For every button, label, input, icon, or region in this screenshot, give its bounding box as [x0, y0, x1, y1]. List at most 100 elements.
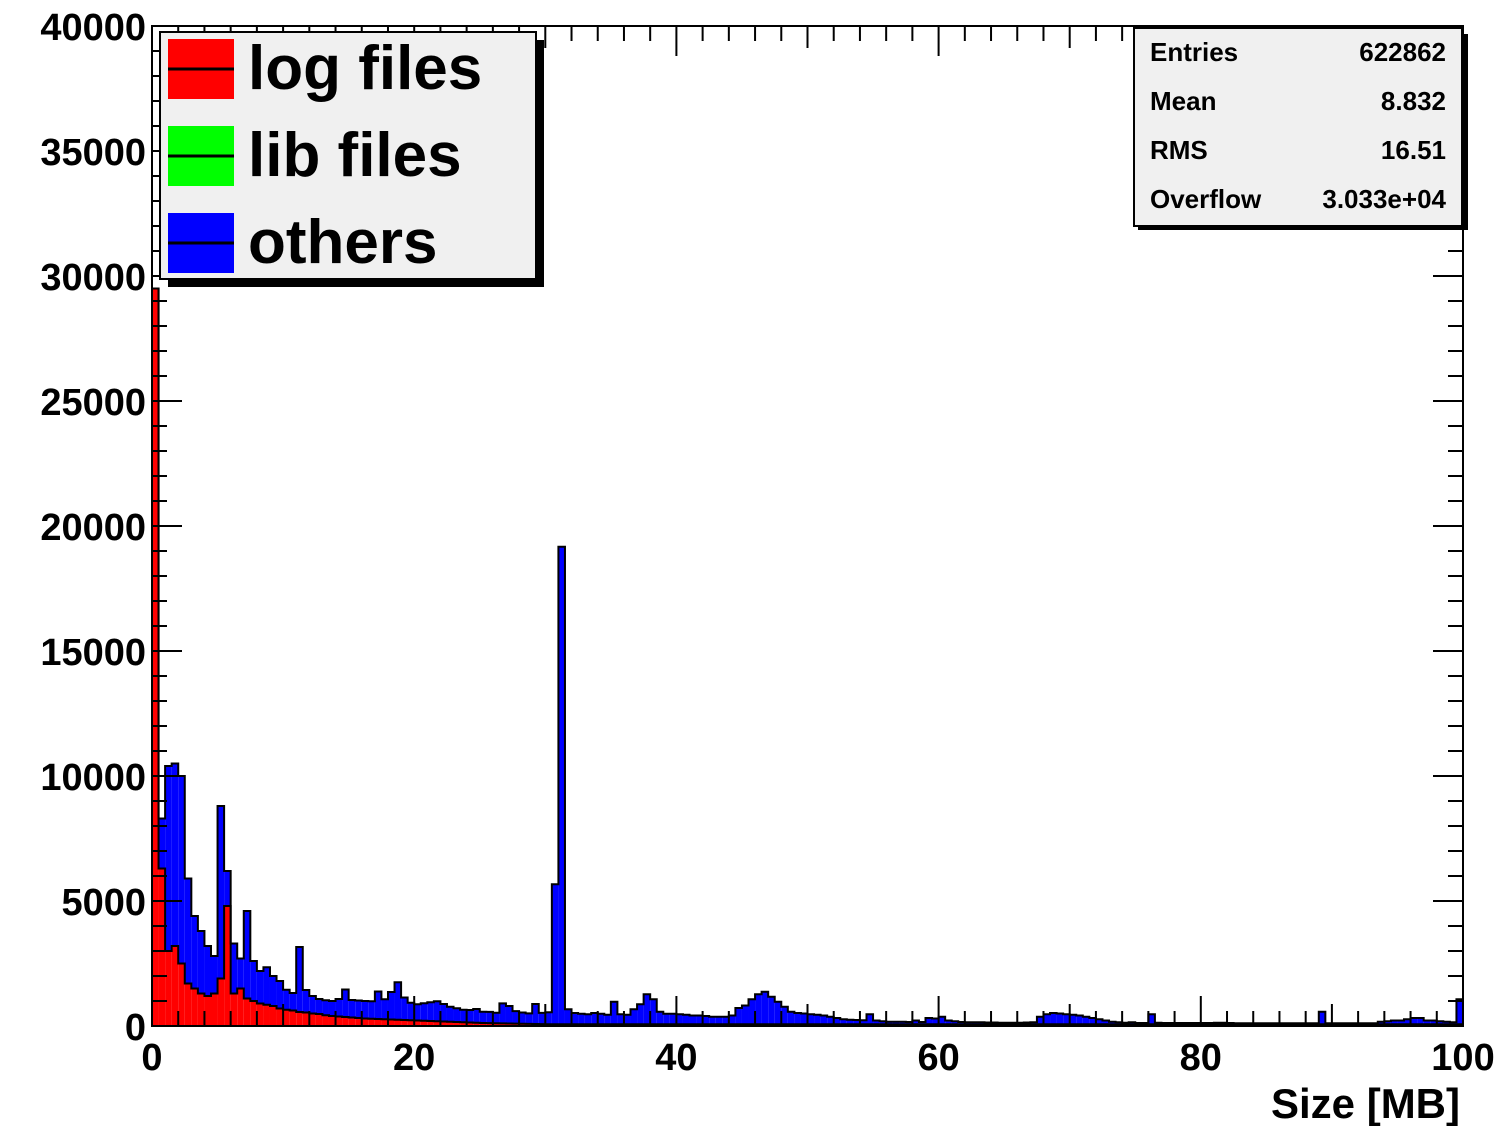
- stats-label-entries: Entries: [1150, 37, 1238, 67]
- x-tick-label: 20: [393, 1037, 435, 1079]
- x-tick-label: 0: [141, 1037, 162, 1079]
- histogram-bar-others-1: [158, 818, 166, 869]
- histogram-bar-others-26: [322, 1000, 329, 1016]
- histogram-bar-log-files-17: [263, 1004, 270, 1026]
- histogram-bar-log-files-18: [269, 1006, 277, 1026]
- histogram-bar-others-33: [368, 1001, 375, 1019]
- histogram-bar-others-121: [945, 1020, 952, 1025]
- histogram-bar-others-76: [650, 999, 657, 1025]
- histogram-bar-log-files-33: [368, 1018, 375, 1026]
- histogram-bar-others-19: [276, 981, 284, 1009]
- histogram-bar-log-files-50: [479, 1023, 487, 1026]
- histogram-bar-others-15: [250, 961, 257, 1001]
- histogram-bar-others-199: [1456, 999, 1463, 1025]
- histogram-bar-log-files-7: [197, 993, 205, 1026]
- histogram-bar-log-files-25: [315, 1014, 323, 1026]
- histogram-bar-others-187: [1377, 1021, 1385, 1025]
- histogram-bar-others-14: [243, 911, 251, 999]
- histogram-bar-others-96: [781, 1006, 788, 1025]
- histogram-bar-others-91: [748, 999, 756, 1025]
- histogram-bar-others-188: [1384, 1021, 1391, 1025]
- histogram-bar-others-72: [623, 1014, 631, 1025]
- histogram-bar-log-files-37: [394, 1019, 402, 1026]
- histogram-bar-others-145: [1102, 1020, 1110, 1025]
- histogram-bar-others-104: [833, 1018, 841, 1025]
- histogram-bar-others-192: [1410, 1018, 1418, 1025]
- histogram-bar-log-files-35: [381, 1019, 388, 1026]
- histogram-bar-others-189: [1390, 1020, 1398, 1025]
- histogram-bar-log-files-56: [519, 1023, 526, 1026]
- legend-label-lib-files: lib files: [248, 121, 462, 190]
- histogram-bar-others-89: [735, 1008, 742, 1025]
- histogram-bar-others-11: [224, 871, 231, 906]
- histogram-bar-log-files-38: [401, 1020, 408, 1026]
- histogram-bar-others-35: [381, 999, 388, 1020]
- histogram-bar-others-105: [840, 1019, 847, 1025]
- y-tick-label: 15000: [40, 632, 146, 674]
- legend-label-others: others: [248, 208, 437, 277]
- histogram-bar-others-59: [538, 1012, 546, 1025]
- histogram-bar-others-30: [348, 1000, 356, 1018]
- histogram-bar-others-152: [1148, 1014, 1155, 1025]
- histogram-bar-others-22: [296, 947, 303, 1012]
- histogram-bar-others-31: [355, 1000, 362, 1018]
- histogram-bar-others-193: [1417, 1018, 1424, 1025]
- x-tick-label: 100: [1431, 1037, 1494, 1079]
- histogram-bar-others-45: [446, 1006, 454, 1022]
- histogram-bar-others-73: [630, 1009, 638, 1025]
- histogram-bar-others-197: [1443, 1021, 1450, 1025]
- histogram-bar-log-files-45: [446, 1021, 454, 1026]
- histogram-bar-others-41: [420, 1003, 428, 1021]
- histogram-bar-others-111: [879, 1021, 887, 1025]
- histogram-bar-others-46: [453, 1008, 461, 1022]
- stats-value-entries: 622862: [1359, 37, 1446, 67]
- histogram-bar-others-10: [217, 806, 225, 979]
- histogram-bar-log-files-44: [440, 1021, 447, 1026]
- histogram-bar-others-61: [551, 884, 559, 1025]
- histogram-bar-others-75: [643, 994, 651, 1025]
- histogram-bar-others-40: [414, 1004, 421, 1021]
- histogram-bar-others-194: [1423, 1020, 1431, 1025]
- histogram-bar-others-55: [512, 1011, 520, 1024]
- histogram-bar-log-files-43: [433, 1021, 441, 1026]
- histogram-bar-others-34: [374, 991, 382, 1019]
- histogram-bar-log-files-32: [361, 1018, 369, 1026]
- x-axis-title: Size [MB]: [1271, 1080, 1460, 1126]
- histogram-bar-others-58: [532, 1004, 539, 1024]
- histogram-bar-others-98: [794, 1013, 801, 1025]
- histogram-bar-log-files-52: [492, 1023, 500, 1026]
- stats-panel: [1133, 27, 1463, 227]
- histogram-bar-log-files-26: [322, 1015, 329, 1026]
- histogram-bar-others-66: [584, 1014, 592, 1025]
- histogram-outline-others: [151, 287, 1464, 1026]
- histogram-bar-others-120: [938, 1016, 946, 1025]
- histogram-bar-others-122: [951, 1021, 959, 1025]
- histogram-bar-others-24: [309, 996, 316, 1014]
- histogram-bar-others-37: [394, 982, 402, 1020]
- histogram-bar-others-50: [479, 1011, 487, 1023]
- histogram-bar-others-178: [1318, 1011, 1326, 1025]
- histogram-bar-log-files-2: [165, 951, 172, 1026]
- histogram-bar-log-files-21: [289, 1010, 297, 1026]
- histogram-bar-others-142: [1082, 1016, 1090, 1025]
- histogram-bar-others-139: [1063, 1014, 1070, 1025]
- histogram-bar-others-196: [1436, 1021, 1444, 1025]
- stats-label-overflow: Overflow: [1150, 184, 1262, 214]
- histogram-bars: [152, 288, 1463, 1026]
- y-tick-label: 5000: [61, 882, 146, 924]
- histogram-bar-others-2: [165, 766, 172, 951]
- histogram-bar-others-136: [1043, 1014, 1051, 1025]
- y-tick-label: 20000: [40, 507, 146, 549]
- histogram-bar-others-95: [774, 1001, 782, 1025]
- histogram-bar-others-85: [709, 1016, 716, 1025]
- histogram-bar-others-93: [761, 991, 769, 1025]
- histogram-bar-others-146: [1109, 1021, 1116, 1025]
- histogram-bar-others-123: [958, 1022, 965, 1025]
- histogram-bar-others-64: [571, 1013, 579, 1025]
- histogram-bar-log-files-28: [335, 1016, 343, 1026]
- histogram-bar-log-files-57: [525, 1023, 533, 1026]
- histogram-bar-others-38: [401, 997, 408, 1020]
- legend: log files lib files others: [159, 31, 544, 287]
